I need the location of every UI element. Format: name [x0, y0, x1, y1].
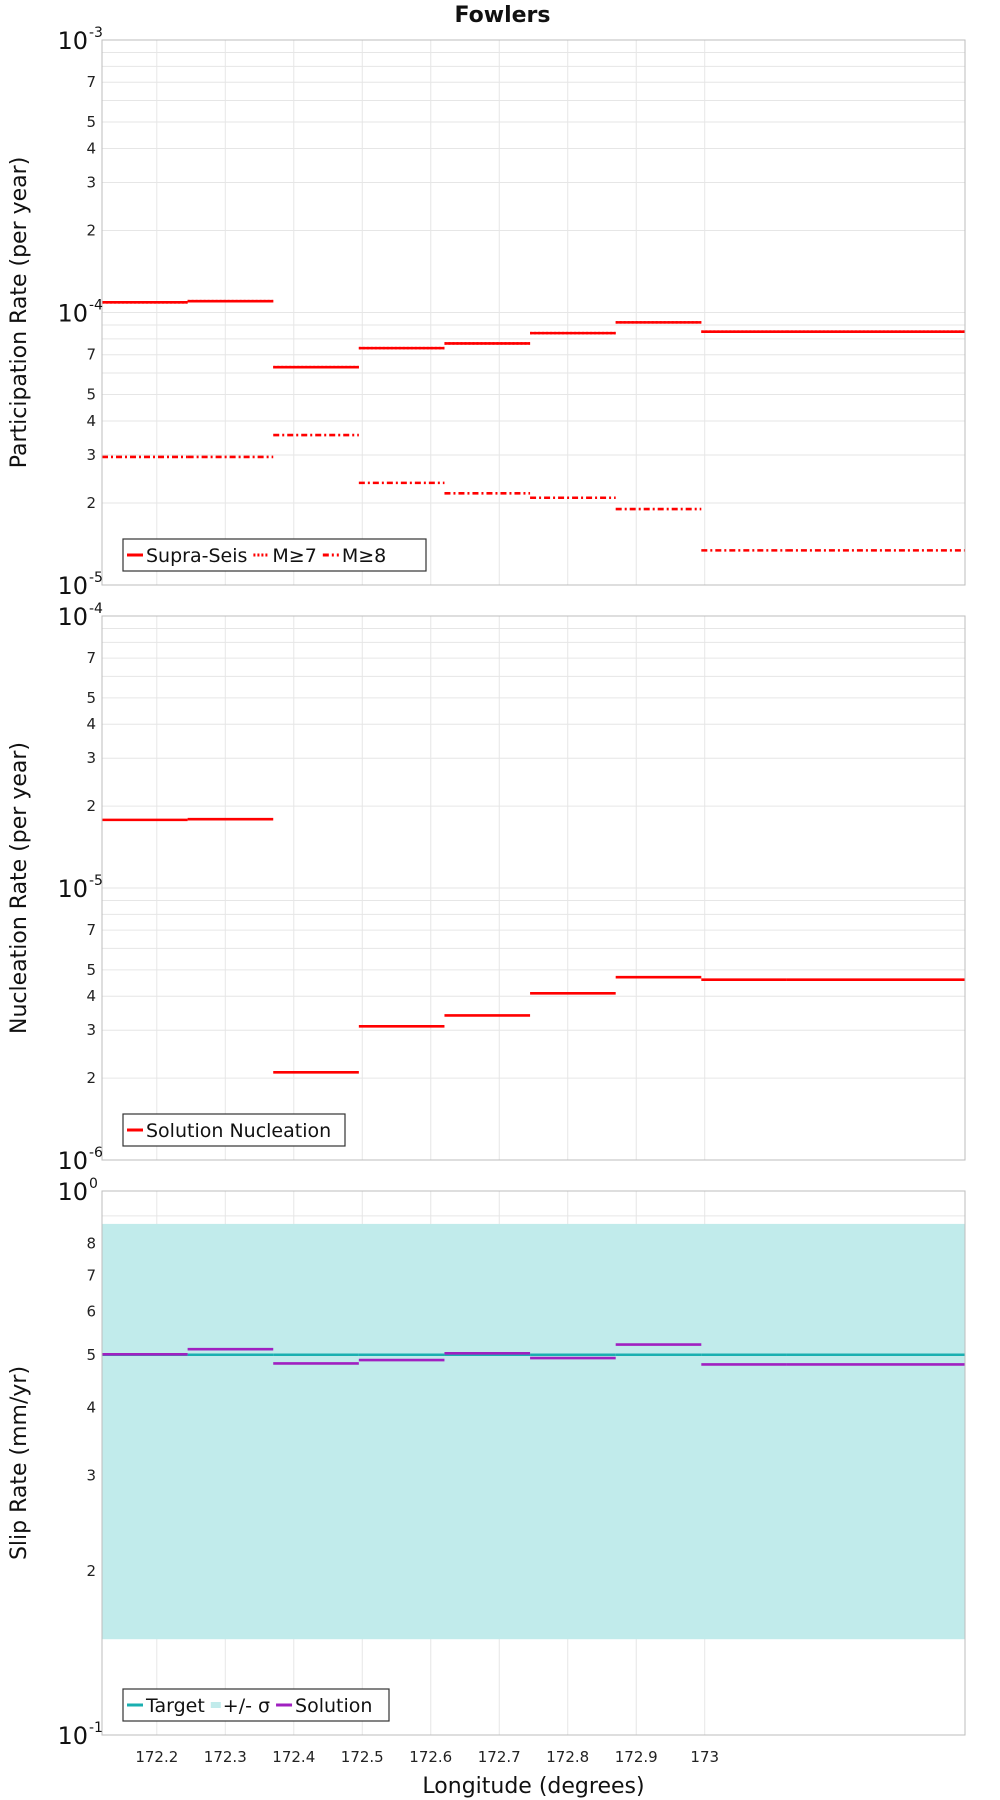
x-tick-label: 172.2 [135, 1748, 178, 1766]
legend: Solution Nucleation [122, 1113, 346, 1147]
plot-frame [101, 1190, 966, 1736]
y-major-tick-label: 10 -3 [57, 25, 103, 55]
y-major-tick-exponent: -4 [89, 601, 103, 617]
chart-title: Fowlers [455, 3, 551, 28]
y-minor-tick-label: 2 [86, 797, 96, 815]
legend-label: M≥8 [342, 545, 386, 567]
y-major-tick-exponent: -5 [89, 873, 103, 889]
y-minor-tick-label: 7 [86, 346, 96, 364]
y-minor-tick-label: 2 [86, 494, 96, 512]
x-tick-label: 173 [690, 1748, 719, 1766]
x-axis-label: Longitude (degrees) [422, 1774, 644, 1799]
y-major-tick-label: 10 -5 [57, 570, 103, 600]
y-minor-tick-label: 3 [86, 749, 96, 767]
y-minor-tick-label: 3 [86, 1466, 96, 1484]
y-major-tick-mantissa: 10 [57, 1178, 88, 1206]
legend-label: Solution [295, 1695, 372, 1717]
legend-box [122, 1113, 346, 1147]
y-major-tick-mantissa: 10 [57, 875, 88, 903]
y-major-tick-mantissa: 10 [57, 572, 88, 600]
y-minor-tick-label: 2 [86, 1069, 96, 1087]
y-major-tick-label: 10 -5 [57, 873, 103, 903]
sigma-band [102, 1223, 965, 1640]
y-minor-tick-label: 7 [86, 649, 96, 667]
legend: Supra-Seis M≥7 M≥8 [122, 538, 427, 572]
y-major-tick-mantissa: 10 [57, 603, 88, 631]
y-major-tick-label: 10 -4 [57, 601, 103, 631]
plot-frame [101, 615, 966, 1161]
y-minor-tick-label: 4 [86, 987, 96, 1005]
y-axis-label: Nucleation Rate (per year) [7, 742, 32, 1034]
y-minor-tick-label: 3 [86, 446, 96, 464]
y-minor-tick-label: 3 [86, 1021, 96, 1039]
y-major-tick-exponent: -1 [89, 1720, 103, 1736]
y-major-tick-label: 10 -4 [57, 298, 103, 328]
y-minor-tick-label: 5 [86, 1346, 96, 1364]
y-minor-tick-label: 7 [86, 1266, 96, 1284]
legend-box [122, 538, 427, 572]
x-tick-label: 172.7 [478, 1748, 521, 1766]
y-minor-tick-label: 7 [86, 921, 96, 939]
legend-label: Target [145, 1695, 205, 1717]
y-minor-tick-label: 8 [86, 1235, 96, 1253]
x-tick-label: 172.5 [341, 1748, 384, 1766]
legend-swatch-band [210, 1702, 221, 1708]
y-major-tick-exponent: 0 [89, 1176, 98, 1192]
y-minor-tick-label: 5 [86, 689, 96, 707]
y-major-tick-exponent: -5 [89, 570, 103, 586]
plot-frame [101, 39, 966, 586]
y-minor-tick-label: 6 [86, 1303, 96, 1321]
y-minor-tick-label: 5 [86, 386, 96, 404]
x-tick-label: 172.3 [204, 1748, 247, 1766]
y-major-tick-exponent: -3 [89, 25, 103, 41]
y-minor-tick-label: 4 [86, 1398, 96, 1416]
y-major-tick-mantissa: 10 [57, 27, 88, 55]
y-major-tick-label: 10 -6 [57, 1145, 103, 1175]
y-major-tick-label: 10 0 [57, 1176, 97, 1206]
legend-box [122, 1688, 390, 1722]
y-minor-tick-label: 2 [86, 221, 96, 239]
x-tick-label: 172.4 [272, 1748, 315, 1766]
x-tick-label: 172.6 [409, 1748, 452, 1766]
y-minor-tick-label: 5 [86, 113, 96, 131]
y-minor-tick-label: 7 [86, 73, 96, 91]
y-axis-label: Slip Rate (mm/yr) [7, 1366, 32, 1560]
legend: Target +/- σ Solution [122, 1688, 390, 1722]
y-minor-tick-label: 3 [86, 173, 96, 191]
y-minor-tick-label: 2 [86, 1562, 96, 1580]
y-major-tick-mantissa: 10 [57, 300, 88, 328]
x-tick-label: 172.9 [615, 1748, 658, 1766]
y-minor-tick-label: 4 [86, 715, 96, 733]
legend-label: Solution Nucleation [146, 1120, 331, 1142]
y-axis-label: Participation Rate (per year) [7, 157, 32, 469]
y-minor-tick-label: 4 [86, 139, 96, 157]
legend-label: M≥7 [272, 545, 316, 567]
legend-label: +/- σ [223, 1695, 270, 1717]
x-tick-label: 172.8 [546, 1748, 589, 1766]
y-minor-tick-label: 5 [86, 961, 96, 979]
y-major-tick-exponent: -6 [89, 1145, 103, 1161]
y-major-tick-label: 10 -1 [57, 1720, 103, 1750]
y-major-tick-mantissa: 10 [57, 1722, 88, 1750]
y-major-tick-mantissa: 10 [57, 1147, 88, 1175]
y-minor-tick-label: 4 [86, 412, 96, 430]
y-major-tick-exponent: -4 [89, 298, 103, 314]
legend-label: Supra-Seis [146, 545, 247, 567]
